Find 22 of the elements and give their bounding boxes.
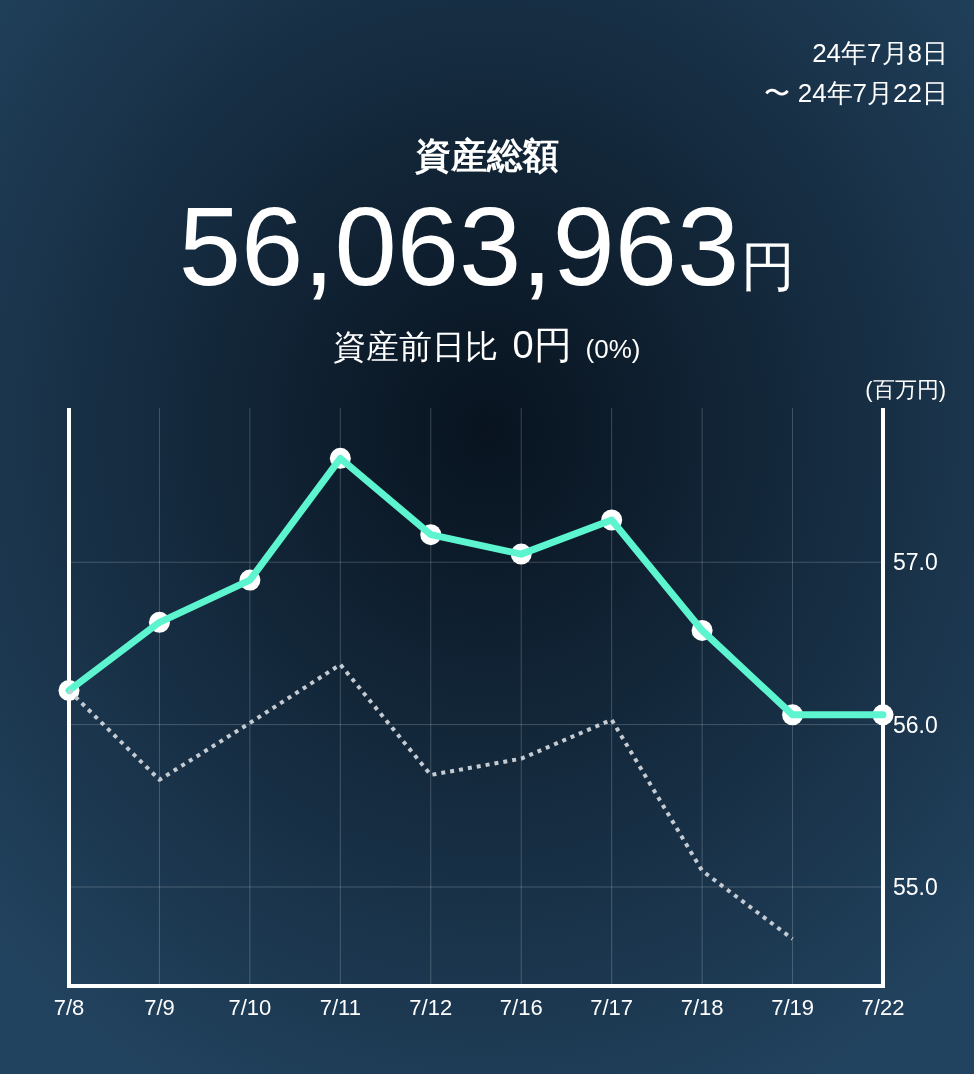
annotation: (0%)	[585, 334, 641, 364]
xtick: 7/8	[53, 995, 85, 1020]
annotation: 56,063,963	[178, 184, 740, 309]
xtick: 7/18	[680, 995, 724, 1020]
annotation: 円	[741, 236, 796, 296]
ylabel: (百万円)	[865, 377, 946, 402]
annotation: 資産前日比	[333, 328, 499, 365]
xtick: 7/9	[144, 995, 175, 1020]
ytick: 56.0	[893, 711, 938, 738]
xtick: 7/17	[590, 995, 634, 1020]
xtick: 7/12	[409, 995, 453, 1020]
annotation: 24年7月8日	[812, 38, 948, 68]
xtick: 7/19	[771, 995, 814, 1020]
ytick: 55.0	[893, 873, 938, 900]
xtick: 7/22	[861, 995, 905, 1020]
xtick: 7/16	[499, 995, 543, 1020]
title: 資産総額	[415, 135, 559, 176]
xtick: 7/11	[319, 995, 361, 1020]
annotation: 0円	[512, 324, 572, 366]
annotation: 〜 24年7月22日	[764, 78, 948, 108]
xtick: 7/10	[228, 995, 272, 1020]
ytick: 57.0	[893, 549, 938, 576]
